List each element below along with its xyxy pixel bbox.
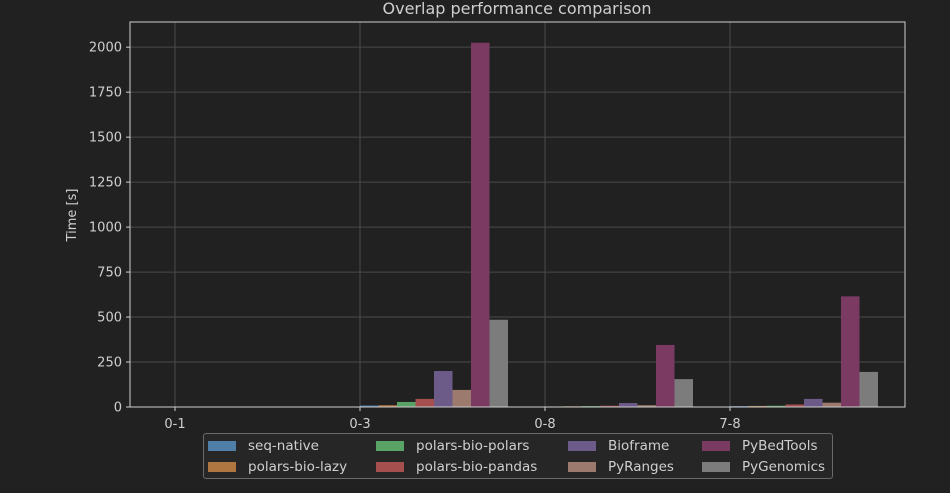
legend-item: polars-bio-lazy (208, 459, 347, 475)
y-tick-label: 1000 (89, 221, 122, 236)
x-tick-label: 0-8 (534, 417, 555, 432)
legend-item: PyBedTools (702, 438, 818, 454)
y-tick-label: 2000 (89, 41, 122, 56)
bar-polars-bio-polars-0-3 (397, 401, 416, 407)
legend-swatch (376, 441, 404, 451)
legend-item: polars-bio-pandas (376, 459, 537, 475)
legend-item: PyRanges (568, 459, 674, 475)
legend-swatch (208, 462, 236, 472)
bar-PyRanges-0-3 (452, 389, 471, 407)
bar-seq-native-0-3 (360, 405, 379, 407)
legend-label: PyRanges (608, 459, 674, 475)
bar-polars-bio-lazy-7-8 (748, 405, 767, 407)
legend-swatch (208, 441, 236, 451)
bar-PyBedTools-7-8 (841, 296, 860, 407)
legend-item: PyGenomics (702, 459, 825, 475)
y-tick-label: 250 (97, 356, 122, 371)
chart-title: Overlap performance comparison (383, 0, 652, 18)
x-ticks: 0-1 0-3 0-8 7-8 (164, 407, 741, 432)
legend-item: Bioframe (568, 438, 669, 454)
x-tick-label: 0-1 (164, 417, 185, 432)
legend: seq-native polars-bio-lazy polars-bio-pola… (203, 433, 833, 479)
bar-polars-bio-polars-7-8 (767, 405, 786, 407)
legend-swatch (376, 462, 404, 472)
bar-PyGenomics-0-8 (674, 379, 693, 407)
x-tick-label: 7-8 (719, 417, 740, 432)
bars (175, 42, 878, 408)
bar-polars-bio-lazy-0-3 (378, 405, 397, 407)
legend-item: seq-native (208, 438, 319, 454)
legend-label: polars-bio-polars (416, 438, 530, 454)
bar-Bioframe-7-8 (804, 398, 823, 407)
y-tick-label: 1250 (89, 176, 122, 191)
y-tick-label: 1500 (89, 131, 122, 146)
y-tick-label: 1750 (89, 86, 122, 101)
legend-swatch (702, 441, 730, 451)
legend-label: seq-native (248, 438, 319, 454)
legend-label: polars-bio-lazy (248, 459, 348, 475)
plot-frame (129, 21, 906, 408)
legend-swatch (702, 462, 730, 472)
y-axis-label: Time [s] (65, 189, 80, 243)
bar-PyGenomics-7-8 (859, 371, 878, 407)
legend-label: Bioframe (608, 438, 670, 454)
gridlines (130, 22, 905, 408)
legend-label: PyGenomics (742, 459, 826, 475)
bar-polars-bio-pandas-0-8 (600, 405, 619, 407)
y-tick-label: 500 (97, 311, 122, 326)
legend-swatch (568, 441, 596, 451)
legend-item: polars-bio-polars (376, 438, 529, 454)
bar-Bioframe-0-3 (434, 371, 453, 407)
bar-PyRanges-0-8 (637, 405, 656, 407)
bar-polars-bio-pandas-0-3 (415, 398, 434, 407)
y-tick-label: 750 (97, 266, 122, 281)
bar-PyGenomics-0-3 (489, 319, 508, 407)
legend-label: PyBedTools (742, 438, 818, 454)
legend-swatch (568, 462, 596, 472)
legend-label: polars-bio-pandas (416, 459, 538, 475)
bar-Bioframe-0-8 (619, 403, 638, 407)
y-tick-label: 0 (114, 401, 122, 416)
bar-polars-bio-pandas-7-8 (785, 404, 804, 407)
x-tick-label: 0-3 (349, 417, 370, 432)
y-ticks: 0 250 500 750 1000 1250 1500 1750 2000 (89, 41, 130, 416)
bar-PyBedTools-0-8 (656, 344, 675, 407)
bar-PyBedTools-0-3 (471, 42, 490, 408)
bar-PyRanges-7-8 (822, 402, 841, 407)
